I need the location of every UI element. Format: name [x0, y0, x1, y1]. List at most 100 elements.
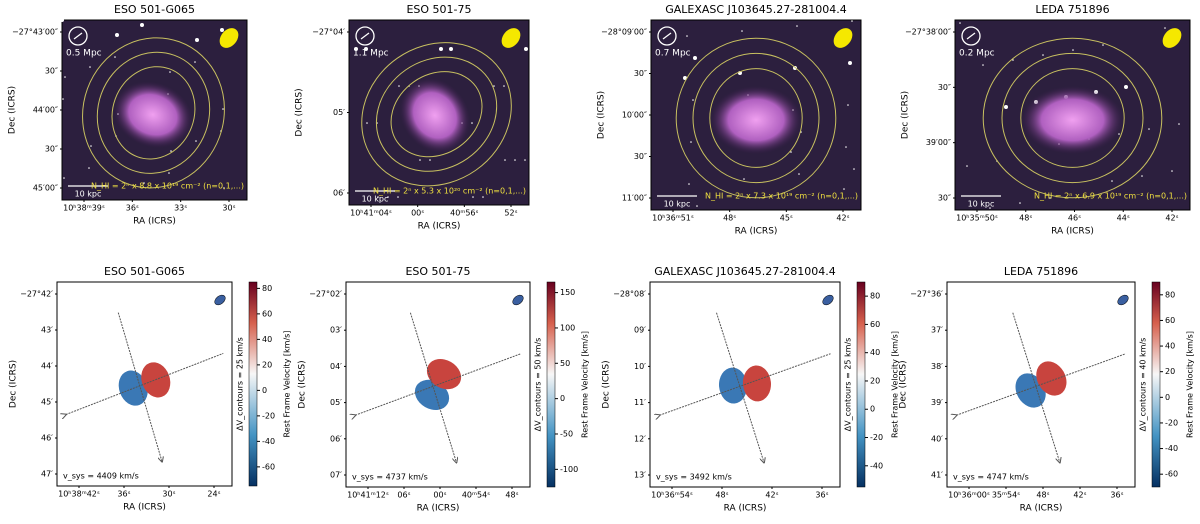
x-tick-label: 48ˢ — [723, 214, 736, 223]
direction-arrow — [662, 32, 672, 40]
colorbar-tick-label: -60 — [1165, 470, 1178, 479]
y-axis-label: Dec (ICRS) — [298, 360, 308, 408]
hi-contour — [675, 37, 837, 199]
red-side — [426, 359, 462, 390]
star — [798, 173, 800, 175]
galaxy — [1020, 85, 1125, 155]
colorbar-tick-label: 40 — [870, 348, 880, 357]
star — [1019, 202, 1021, 204]
y-axis-label: Dec (ICRS) — [901, 91, 911, 139]
x-tick-label: 40ᵐ54ˢ — [462, 491, 490, 500]
x-axis-label: RA (ICRS) — [1020, 504, 1063, 514]
direction-icon — [961, 26, 981, 46]
hi-contour — [82, 37, 225, 189]
star — [90, 145, 92, 147]
star — [419, 159, 421, 161]
colorbar-tick-label: -20 — [870, 433, 883, 442]
x-tick-label: 42ˢ — [836, 214, 849, 223]
star — [60, 18, 64, 22]
star — [690, 141, 692, 143]
colorbar-tick-label: 0 — [870, 405, 875, 414]
star — [140, 23, 144, 27]
x-tick-label: 06ˢ — [397, 491, 410, 500]
star — [696, 205, 698, 207]
x-tick-label: 36ˢ — [1110, 491, 1123, 500]
y-tick-label: 10′00″ — [622, 111, 647, 120]
colorbar-tick-label: 0 — [560, 394, 565, 403]
y-tick-label: 30″ — [634, 69, 647, 78]
star — [195, 140, 197, 142]
x-tick-label: 42ˢ — [1165, 214, 1178, 223]
colorbar-tick-label: 0 — [262, 386, 267, 395]
distance-label: 0.5 Mpc — [66, 49, 102, 59]
colorbar-tick-label: 50 — [560, 359, 570, 368]
y-tick-label: 39′00″ — [926, 138, 951, 147]
colorbar-label: Rest Frame Velocity [km/s] — [283, 331, 292, 438]
y-tick-label: −27°42′ — [20, 290, 53, 299]
beam — [214, 294, 226, 306]
y-tick-label: −27°43′00″ — [12, 28, 58, 37]
contour-step-label: ΔV_contours = 25 km/s — [236, 337, 245, 431]
star — [514, 159, 516, 161]
star — [1141, 175, 1143, 177]
contour-step-label: ΔV_contours = 25 km/s — [844, 338, 853, 432]
y-tick-label: 13′ — [634, 471, 646, 480]
star — [1178, 123, 1180, 125]
x-tick-label: 40ᵐ56ˢ — [450, 209, 478, 218]
star — [63, 177, 65, 179]
star — [848, 61, 852, 65]
y-tick-label: 45′ — [41, 398, 53, 407]
direction-arrow — [966, 32, 976, 40]
x-tick-label: 00ˢ — [433, 491, 446, 500]
y-tick-label: 10′ — [634, 362, 646, 371]
y-tick-label: 45′00″ — [33, 184, 58, 193]
star — [688, 183, 690, 185]
y-tick-label: 06′ — [330, 434, 342, 443]
y-tick-label: −27°38′00″ — [905, 28, 951, 37]
nhi-label: N_HI = 2ⁿ x 7.3 x 10¹⁹ cm⁻² (n=0,1,...) — [705, 192, 858, 201]
x-tick-label: 42ˢ — [1073, 491, 1086, 500]
panel-title: LEDA 751896 — [1035, 3, 1109, 16]
star — [88, 167, 90, 169]
hi-contour — [982, 37, 1163, 199]
beam — [512, 294, 524, 306]
y-tick-label: 30″ — [634, 152, 647, 161]
hi-contour — [692, 52, 820, 184]
direction-arrow — [360, 32, 370, 40]
hi-contour — [709, 68, 803, 168]
y-tick-label: 39′ — [931, 398, 943, 407]
x-tick-label: 30ˢ — [222, 204, 235, 213]
contour-step-label: ΔV_contours = 40 km/s — [1139, 338, 1148, 432]
x-axis-label: RA (ICRS) — [724, 504, 767, 514]
x-axis-label: RA (ICRS) — [418, 222, 461, 232]
x-tick-label: 10ʰ36ᵐ51ˢ — [652, 214, 694, 223]
colorbar-tick-label: -20 — [1165, 418, 1178, 427]
star — [1124, 85, 1128, 89]
y-tick-label: 44′00″ — [33, 106, 58, 115]
star — [845, 146, 847, 148]
direction-icon — [355, 26, 375, 46]
star — [843, 188, 845, 190]
x-tick-label: 35ᵐ54ˢ — [992, 491, 1020, 500]
beam — [501, 28, 521, 48]
direction-icon — [68, 26, 88, 46]
y-tick-label: 37′ — [931, 326, 943, 335]
colorbar — [546, 281, 556, 488]
colorbar-tick-label: 150 — [560, 288, 575, 297]
colorbar-tick-label: -40 — [1165, 444, 1178, 453]
y-tick-label: 05′ — [333, 108, 345, 117]
x-tick-label: 48ˢ — [1036, 491, 1049, 500]
star — [741, 30, 743, 32]
star — [1072, 49, 1074, 51]
vsys-label: v_sys = 4747 km/s — [953, 473, 1029, 482]
colorbar-tick-label: 60 — [1165, 316, 1175, 325]
red-side — [1036, 361, 1067, 396]
star — [449, 47, 453, 51]
colorbar-tick-label: 80 — [1165, 290, 1175, 299]
hi-contour — [1020, 68, 1125, 168]
y-tick-label: −28°08′ — [613, 290, 646, 299]
x-tick-label: 36ˢ — [117, 490, 130, 499]
panel-title: ESO 501-G065 — [104, 265, 185, 278]
beam — [219, 28, 239, 48]
star — [796, 25, 798, 27]
